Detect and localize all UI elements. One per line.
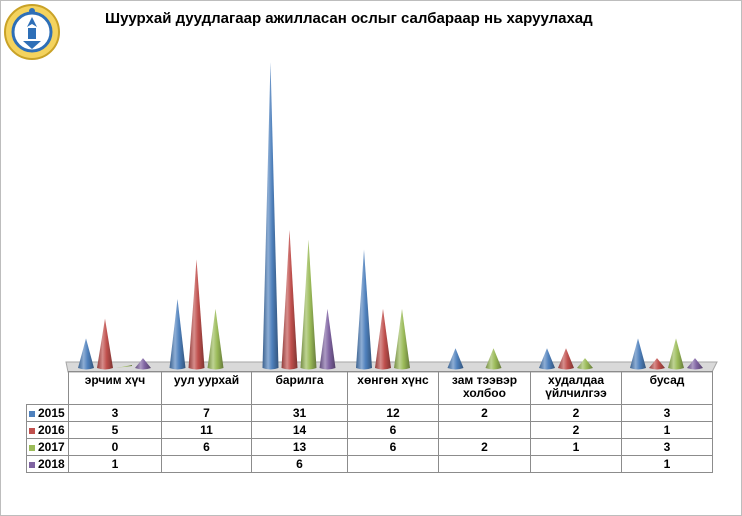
cone-bar-2016-5: [558, 348, 574, 370]
cone-bar-2017-1: [207, 308, 224, 370]
cone-bar-2017-6: [668, 338, 684, 370]
data-label: 13: [251, 438, 348, 456]
cone-bar-2017-4: [485, 348, 502, 370]
data-label: 0: [68, 438, 162, 456]
cone-bar-2017-3: [394, 308, 410, 370]
cone-bar-2015-2: [262, 62, 279, 370]
cone-bar-2015-5: [539, 348, 555, 370]
cone-bar-2015-3: [356, 249, 372, 370]
data-label: 6: [347, 438, 439, 456]
data-label: 6: [347, 421, 439, 439]
cone-bar-2016-2: [281, 229, 298, 370]
data-label: 2: [438, 404, 531, 422]
data-label: 1: [621, 421, 713, 439]
cone-bar-2016-6: [649, 358, 665, 370]
cone-bar-2017-5: [577, 358, 593, 370]
cone-bar-2016-0: [97, 318, 113, 370]
cone-bar-2016-3: [375, 308, 391, 370]
data-label: 14: [251, 421, 348, 439]
chart-data-table: эрчим хүч уул уурхай барилга хөнгөн хүнс зам…: [26, 371, 713, 473]
data-label: 7: [161, 404, 252, 422]
table-row: 2015 3 7 31 12 2 2 3: [26, 404, 713, 422]
category-label: зам тээвэр холбоо: [438, 371, 531, 405]
series-name: 2018: [38, 457, 65, 471]
cone-bar-2017-0: [116, 365, 132, 368]
table-row: 2017 0 6 13 6 2 1 3: [26, 438, 713, 456]
cone-bar-2018-0: [135, 358, 151, 370]
data-label: 3: [621, 438, 713, 456]
data-label: [347, 455, 439, 473]
chart-title: Шуурхай дуудлагаар ажилласан ослыг салба…: [105, 10, 593, 27]
data-label: [438, 455, 531, 473]
table-row: 2016 5 11 14 6 2 1: [26, 421, 713, 439]
series-name: 2016: [38, 423, 65, 437]
data-label: 31: [251, 404, 348, 422]
data-label: [438, 421, 531, 439]
legend-entry: 2018: [26, 455, 69, 473]
data-label: 6: [161, 438, 252, 456]
category-label: хөнгөн хүнс: [347, 371, 439, 405]
cone-bar-2018-2: [319, 308, 336, 370]
cone-bar-2015-1: [169, 298, 186, 370]
data-label: 6: [251, 455, 348, 473]
data-label: [530, 455, 622, 473]
data-label: 2: [530, 404, 622, 422]
series-name: 2017: [38, 440, 65, 454]
data-label: [161, 455, 252, 473]
data-label: 2: [530, 421, 622, 439]
series-name: 2015: [38, 406, 65, 420]
category-label: эрчим хүч: [68, 371, 162, 405]
legend-swatch: [29, 461, 35, 468]
category-label: худалдаа үйлчилгээ: [530, 371, 622, 405]
cone-bar-2018-6: [687, 358, 703, 370]
legend-swatch: [29, 410, 35, 417]
legend-entry: 2015: [26, 404, 69, 422]
cone-bar-2015-0: [78, 338, 94, 370]
data-label: 1: [621, 455, 713, 473]
data-label: 12: [347, 404, 439, 422]
legend-swatch: [29, 427, 35, 434]
data-label: 5: [68, 421, 162, 439]
legend-entry: 2017: [26, 438, 69, 456]
category-label: уул уурхай: [161, 371, 252, 405]
cone-bar-2015-4: [447, 348, 464, 370]
data-label: 11: [161, 421, 252, 439]
data-label: 2: [438, 438, 531, 456]
cone-bar-2017-2: [300, 239, 317, 370]
data-label: 1: [530, 438, 622, 456]
soyombo-emblem-icon: [4, 4, 60, 60]
data-label: 3: [621, 404, 713, 422]
category-label: барилга: [251, 371, 348, 405]
data-label: 3: [68, 404, 162, 422]
table-corner: [27, 372, 69, 405]
legend-swatch: [29, 444, 35, 451]
legend-entry: 2016: [26, 421, 69, 439]
cone-bar-2016-1: [188, 259, 205, 370]
table-row: 2018 1 6 1: [26, 455, 713, 473]
cone-bar-2015-6: [630, 338, 646, 370]
data-label: 1: [68, 455, 162, 473]
category-label: бусад: [621, 371, 713, 405]
